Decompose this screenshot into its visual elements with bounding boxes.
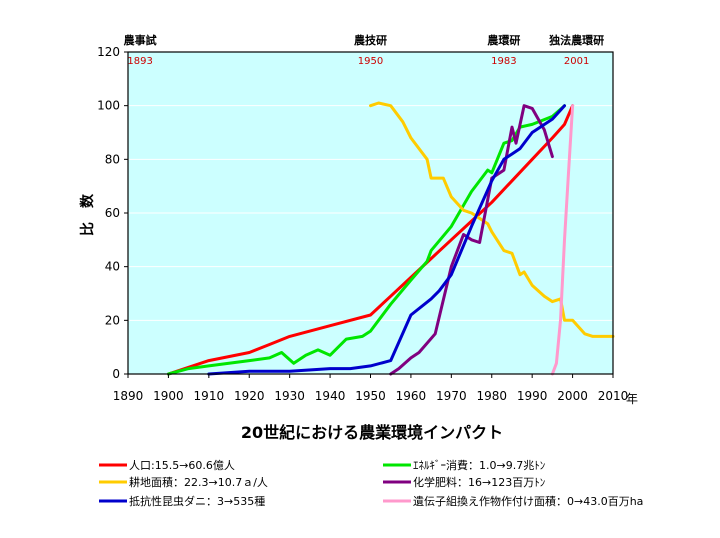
x-tick-label: 1990 — [517, 389, 548, 403]
y-tick-label: 0 — [112, 367, 120, 381]
x-axis-unit: 年 — [626, 392, 638, 406]
y-tick-label: 120 — [97, 45, 120, 59]
legend-label-0: 人口:15.5→60.6億人 — [129, 459, 235, 472]
y-tick-label: 80 — [105, 152, 120, 166]
series-lines: 1893 1950 1983 2001 — [127, 56, 615, 376]
y-tick-label: 100 — [97, 99, 120, 113]
era-year-label: 2001 — [564, 56, 589, 67]
x-tick-label: 2000 — [557, 389, 588, 403]
era-name: 農環研 — [487, 33, 520, 47]
x-tick-label: 1890 — [113, 389, 144, 403]
x-tick-label: 1900 — [153, 389, 184, 403]
series-line-3 — [389, 104, 554, 376]
series-line-2 — [369, 101, 615, 338]
chart-title: 20世紀における農業環境インパクト — [241, 423, 503, 442]
era-year-label: 1983 — [491, 56, 516, 67]
x-tick-label: 1940 — [315, 389, 346, 403]
legend-label-4: 抵抗性昆虫ダニ：3→535種 — [129, 494, 265, 508]
y-tick-label: 40 — [105, 260, 120, 274]
y-tick-label: 20 — [105, 313, 120, 327]
x-tick-label: 2010 — [598, 389, 629, 403]
legend-label-1: ｴﾈﾙｷﾞｰ消費：1.0→9.7兆ﾄﾝ — [413, 458, 545, 472]
era-year-label: 1950 — [358, 56, 383, 67]
x-tick-label: 1910 — [194, 389, 225, 403]
series-line-5 — [550, 104, 575, 376]
x-tick-label: 1960 — [396, 389, 427, 403]
x-tick-label: 1950 — [355, 389, 386, 403]
series-line-4 — [207, 104, 566, 376]
y-axis-label: 比 数 — [79, 193, 96, 236]
legend-label-3: 化学肥料：16→123百万ﾄﾝ — [413, 475, 545, 489]
legend-label-5: 遺伝子組換え作物作付け面積：0→43.0百万ha — [413, 494, 643, 508]
era-year-label: 1893 — [127, 56, 152, 67]
axis-ticks: 1890 1900 1910 1920 1930 1940 1950 1960 1970 1980… — [97, 45, 628, 403]
era-name: 農事試 — [124, 33, 157, 47]
era-name: 農技研 — [354, 33, 387, 47]
era-markers: 農事試 農技研 農環研 独法農環研 — [124, 33, 605, 47]
x-tick-label: 1970 — [436, 389, 467, 403]
y-tick-label: 60 — [105, 206, 120, 220]
x-tick-label: 1930 — [274, 389, 305, 403]
legend: 人口:15.5→60.6億人 ｴﾈﾙｷﾞｰ消費：1.0→9.7兆ﾄﾝ 耕地面積：22… — [99, 458, 643, 508]
x-tick-label: 1920 — [234, 389, 265, 403]
legend-label-2: 耕地面積：22.3→10.7ａ/人 — [129, 475, 268, 489]
x-tick-label: 1980 — [476, 389, 507, 403]
era-name: 独法農環研 — [548, 33, 604, 47]
